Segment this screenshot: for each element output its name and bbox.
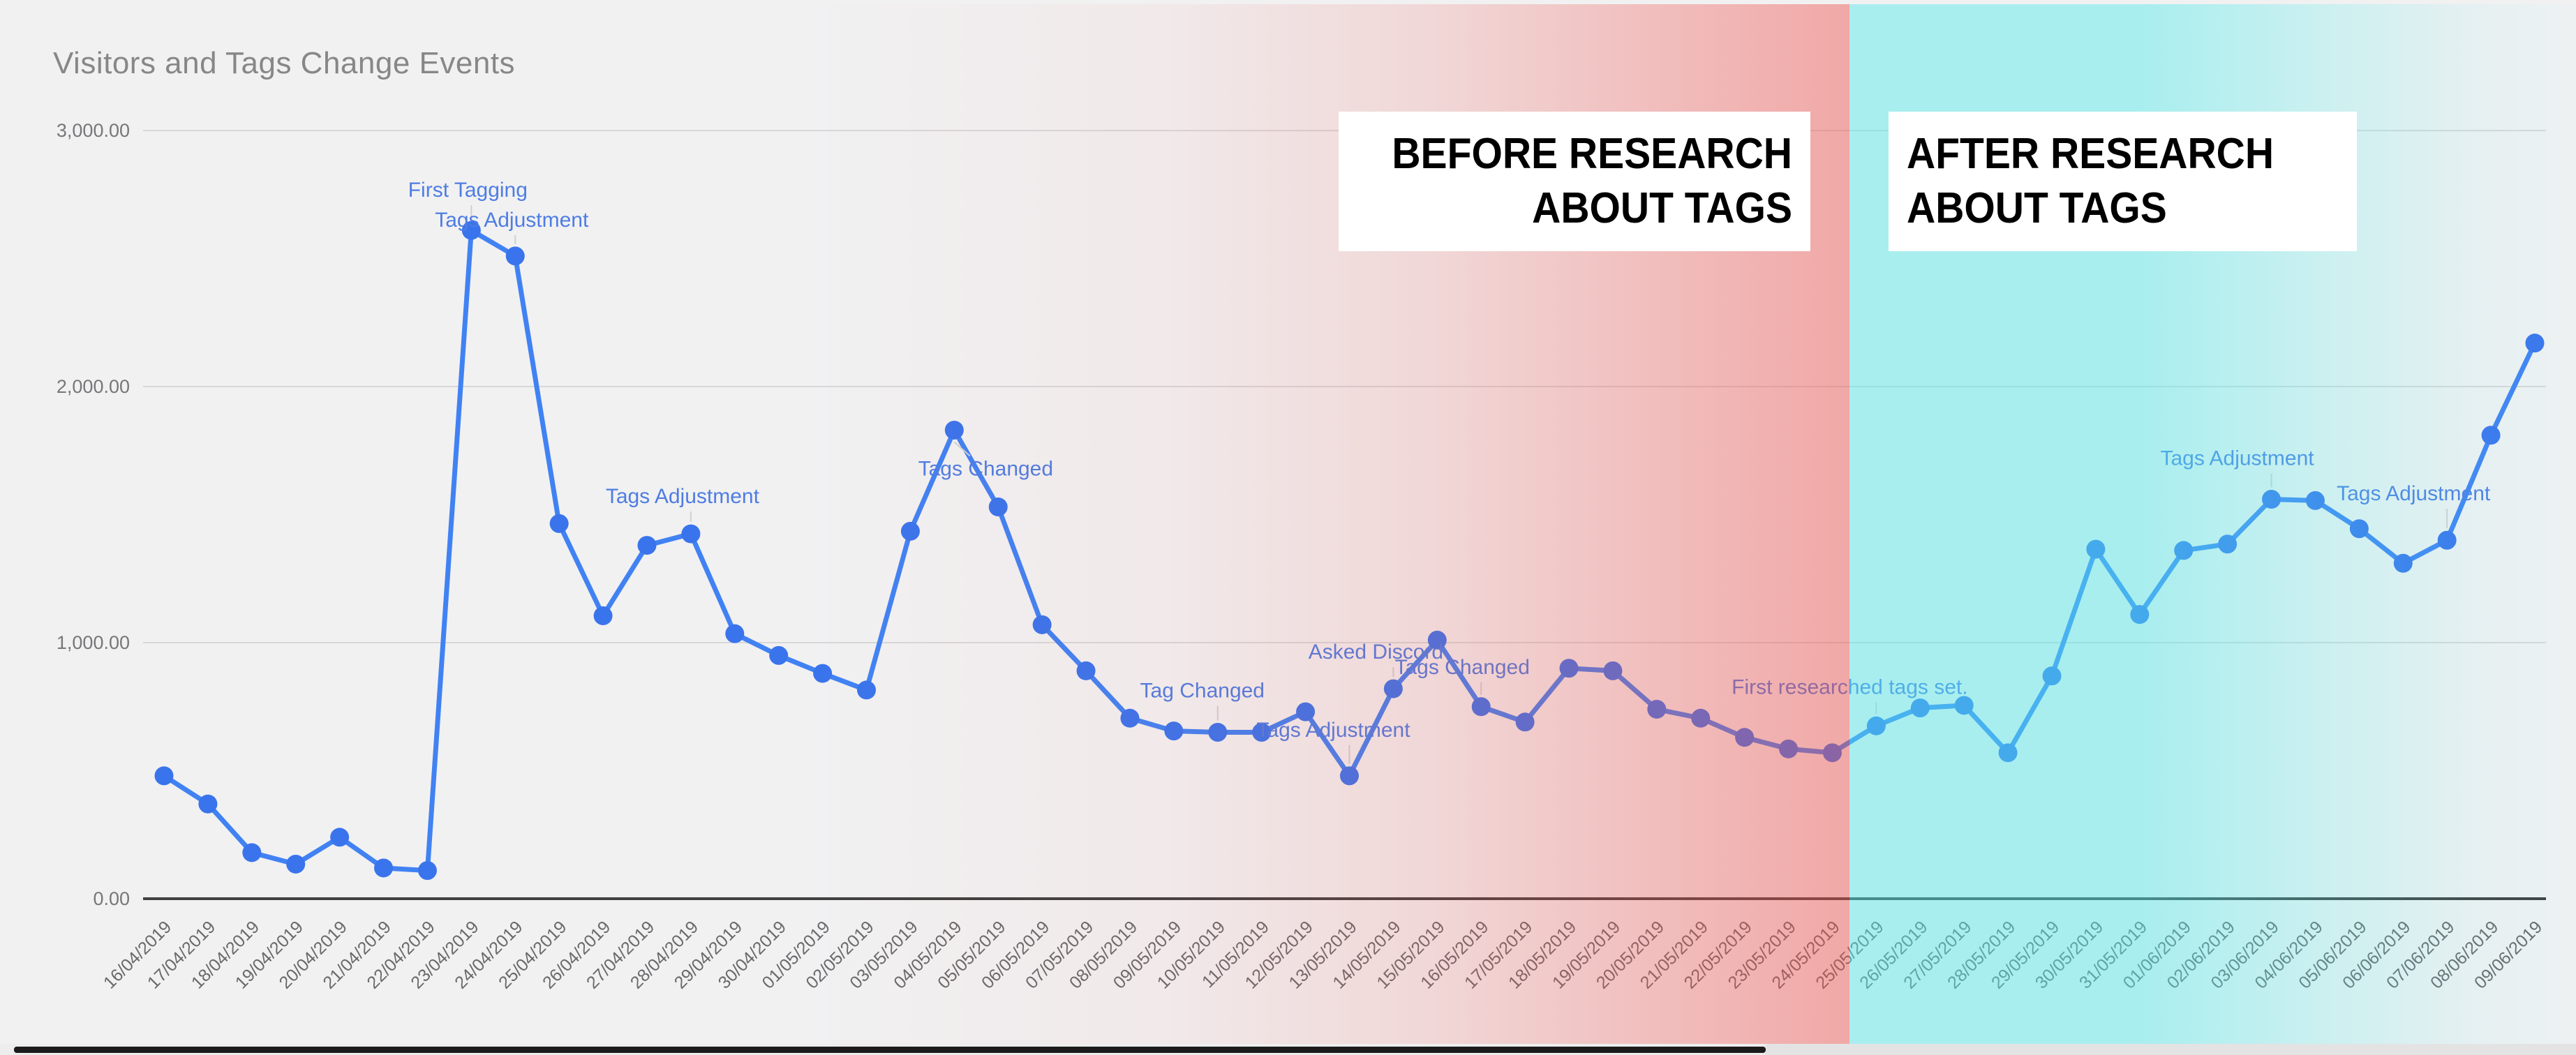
data-point [1076,661,1096,680]
data-point [242,843,262,862]
data-point [1427,630,1447,650]
data-point [154,766,174,786]
data-point [2174,541,2194,560]
data-point [857,680,877,700]
data-point [1603,661,1623,680]
annotation-label: First Tagging [408,179,528,202]
after-research-label-box: AFTER RESEARCH ABOUT TAGS [1889,112,2357,251]
data-point [505,246,525,266]
annotation-label: Tags Adjustment [435,209,589,232]
data-point [1779,739,1799,758]
data-point [944,420,964,440]
data-point [1383,679,1403,698]
data-point [2525,334,2545,353]
y-tick-label: 2,000.00 [57,376,130,397]
data-point [1339,766,1359,786]
annotation-leader-line [953,441,971,457]
data-point [2086,539,2106,559]
data-point [2481,426,2501,445]
data-point [2218,534,2238,554]
data-point [330,828,350,847]
data-point [1735,728,1755,747]
annotation-label: Tags Changed [918,457,1053,480]
annotation-label: Tags Adjustment [2337,482,2491,505]
data-point [1910,698,1930,718]
data-point [1296,702,1316,721]
data-point [681,524,701,544]
annotation-label: Asked Discord [1309,641,1443,664]
data-point [593,606,613,625]
data-point [2042,666,2062,686]
scrollbar-track-remainder[interactable] [1766,1044,2576,1055]
data-point [286,854,306,874]
data-point [1559,659,1579,678]
data-point [1954,696,1974,715]
annotation-label: Tags Adjustment [1256,719,1410,742]
data-point [2262,490,2281,509]
y-tick-label: 1,000.00 [57,632,130,653]
chart-title: Visitors and Tags Change Events [53,46,516,80]
data-point [988,497,1008,517]
horizontal-scrollbar-thumb[interactable] [14,1047,1766,1053]
before-label-line2: ABOUT TAGS [1532,184,1792,232]
before-research-label-text: BEFORE RESEARCH ABOUT TAGS [1375,127,1792,236]
data-point [1998,743,2018,763]
data-point [461,220,481,240]
data-point [1164,721,1184,741]
annotation-label: Tags Changed [1394,656,1529,679]
data-point [769,645,789,665]
data-point [1691,708,1711,728]
before-research-label-box: BEFORE RESEARCH ABOUT TAGS [1339,112,1810,251]
data-point [900,521,920,541]
y-tick-label: 0.00 [93,888,130,909]
data-point [725,624,745,643]
data-point [417,861,437,881]
annotation-label: Tag Changed [1140,679,1265,702]
data-point [198,794,218,814]
data-point [1208,722,1228,742]
data-point [1032,615,1052,634]
after-label-line1: AFTER RESEARCH [1907,129,2275,178]
data-point [1120,708,1140,728]
before-label-line1: BEFORE RESEARCH [1392,129,1792,178]
data-point [1515,712,1535,732]
data-point [549,514,569,533]
after-label-line2: ABOUT TAGS [1907,184,2167,232]
data-point [637,536,657,555]
data-point [1866,716,1886,735]
data-point [2130,605,2150,624]
data-point [374,858,394,878]
after-research-label-text: AFTER RESEARCH ABOUT TAGS [1907,127,2321,236]
data-point [2349,519,2369,539]
y-tick-label: 3,000.00 [57,120,130,141]
data-point [2305,491,2325,510]
data-point [2437,530,2457,550]
annotation-label: Tags Adjustment [606,485,760,508]
annotation-label: First researched tags set. [1732,675,1967,698]
data-point [1252,722,1272,742]
data-point [1822,743,1842,763]
data-point [2393,553,2413,573]
data-point [1647,699,1667,719]
data-point [813,664,833,683]
annotation-label: Tags Adjustment [2160,447,2314,470]
data-point [1471,697,1491,717]
